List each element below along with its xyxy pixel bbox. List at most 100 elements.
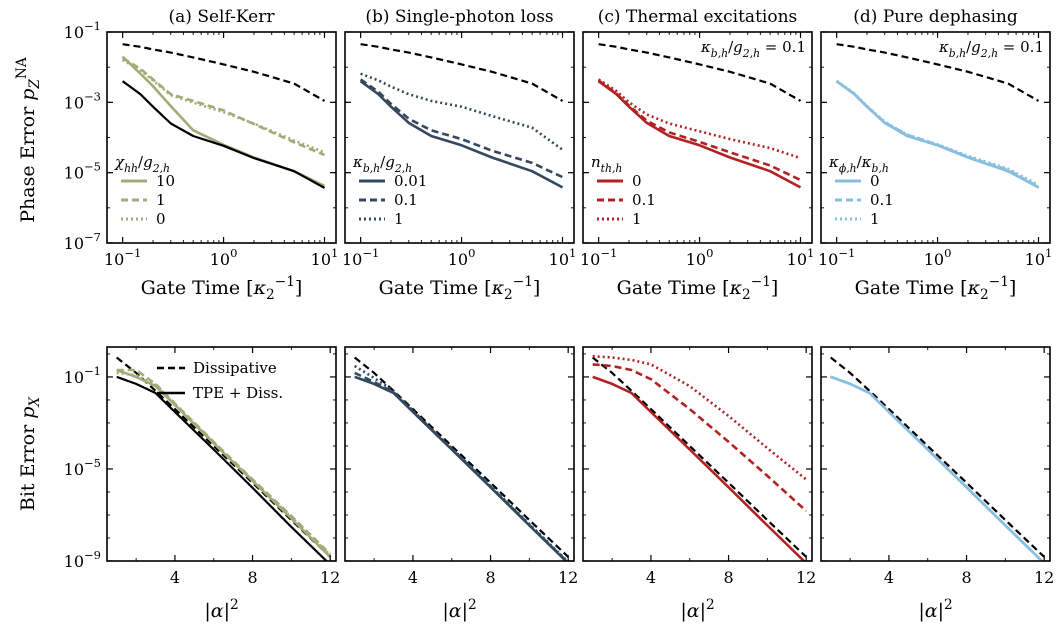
legend-label: 0 bbox=[870, 172, 880, 190]
x-tick-label: 100 bbox=[210, 246, 238, 269]
series-line-single_photon_loss-solid bbox=[354, 375, 568, 561]
legend-title: nth,h bbox=[591, 153, 622, 175]
series-line-1 bbox=[360, 72, 564, 151]
series-line-dephasing-dotted bbox=[830, 375, 1044, 561]
legend-label: 1 bbox=[870, 210, 880, 228]
x-tick-label: 4 bbox=[884, 568, 894, 587]
legend-label: 0 bbox=[632, 172, 642, 190]
series-line-0.1 bbox=[835, 80, 1040, 188]
series-line-0 bbox=[835, 80, 1040, 189]
series-line-TPE + Diss. bbox=[116, 375, 329, 561]
panel-annotation: κb,h/g2,h = 0.1 bbox=[938, 38, 1044, 60]
x-tick-label: 10−1 bbox=[818, 246, 855, 269]
x-axis-label: Gate Time [κ2−1] bbox=[855, 274, 1017, 303]
series-line-black-dashed bbox=[598, 43, 802, 102]
y-tick-label: 10−7 bbox=[64, 230, 101, 253]
x-axis-label: Gate Time [κ2−1] bbox=[141, 274, 303, 303]
panel-title: (c) Thermal excitations bbox=[598, 7, 798, 27]
series-group bbox=[359, 43, 564, 189]
x-tick-label: 8 bbox=[961, 568, 971, 587]
legend-label: 1 bbox=[632, 210, 642, 228]
legend-label: 0.1 bbox=[870, 191, 894, 209]
series-line-thermal-dotted bbox=[592, 354, 808, 481]
y-tick-label: 10−5 bbox=[64, 160, 101, 183]
legend-label: 0.1 bbox=[394, 191, 418, 209]
x-tick-label: 8 bbox=[247, 568, 257, 587]
axes-frame bbox=[344, 346, 575, 562]
series-line-0.1 bbox=[359, 78, 564, 179]
series-line-black-dashed bbox=[122, 43, 326, 102]
series-line-black-dashed bbox=[592, 356, 807, 558]
series-line-self_kerr-dotted bbox=[116, 371, 332, 557]
series-line-dephasing-solid bbox=[830, 375, 1044, 561]
x-axis-label: |α|2 bbox=[680, 597, 714, 622]
x-tick-label: 100 bbox=[448, 246, 476, 269]
series-line-black-dashed bbox=[354, 356, 569, 558]
y-tick-label: 10−1 bbox=[64, 19, 101, 42]
legend-label: 0 bbox=[156, 210, 166, 228]
series-line-thermal-solid bbox=[592, 375, 806, 561]
panel-5: Dissipative TPE + Diss. bbox=[106, 346, 337, 562]
series-group bbox=[830, 356, 1045, 561]
legend-label: 0.01 bbox=[394, 172, 427, 190]
x-tick-label: 4 bbox=[408, 568, 418, 587]
x-axis-label: |α|2 bbox=[442, 597, 476, 622]
x-tick-label: 4 bbox=[646, 568, 656, 587]
y-tick-label: 10−3 bbox=[64, 89, 101, 112]
series-line-black-dashed bbox=[360, 43, 564, 102]
x-tick-label: 4 bbox=[170, 568, 180, 587]
series-line-Dissipative bbox=[116, 356, 331, 558]
series-group bbox=[592, 354, 808, 561]
legend-label: TPE + Diss. bbox=[193, 384, 283, 402]
legend-label: Dissipative bbox=[193, 359, 277, 377]
x-tick-label: 12 bbox=[1034, 568, 1054, 587]
x-tick-label: 101 bbox=[311, 246, 339, 269]
series-group bbox=[354, 356, 569, 561]
x-axis-label: |α|2 bbox=[204, 597, 238, 622]
series-group bbox=[121, 43, 326, 189]
x-tick-label: 101 bbox=[1025, 246, 1053, 269]
series-line-black-dashed bbox=[836, 43, 1040, 102]
panel-2: 0.010.11 bbox=[344, 31, 575, 244]
y-tick-label: 10−9 bbox=[64, 548, 101, 571]
panel-4: 00.11 bbox=[820, 31, 1051, 244]
panel-title: (b) Single-photon loss bbox=[365, 7, 553, 27]
y-axis-label-bottom: Bit Error pX bbox=[17, 396, 43, 511]
x-axis-label: |α|2 bbox=[918, 597, 952, 622]
x-axis-label: Gate Time [κ2−1] bbox=[379, 274, 541, 303]
legend-label: 1 bbox=[394, 210, 404, 228]
series-line-single_photon_loss-dashed bbox=[354, 371, 569, 561]
panel-6 bbox=[344, 346, 575, 562]
legend-label: 0.1 bbox=[632, 191, 656, 209]
series-line-1 bbox=[835, 79, 1040, 187]
legend-title: χhh/g2,h bbox=[114, 153, 170, 175]
series-line-0.01 bbox=[359, 80, 564, 189]
series-group bbox=[597, 43, 802, 189]
x-tick-label: 12 bbox=[320, 568, 340, 587]
panel-title: (a) Self-Kerr bbox=[169, 7, 276, 27]
y-axis-label-top: Phase Error pZNA bbox=[14, 57, 43, 223]
x-tick-label: 8 bbox=[485, 568, 495, 587]
x-tick-label: 10−1 bbox=[580, 246, 617, 269]
x-axis-label: Gate Time [κ2−1] bbox=[617, 274, 779, 303]
series-line-black-dashed bbox=[830, 356, 1045, 558]
series-group bbox=[116, 356, 332, 561]
x-tick-label: 12 bbox=[558, 568, 578, 587]
series-group bbox=[835, 43, 1040, 189]
series-line-0 bbox=[121, 58, 325, 154]
panel-8 bbox=[820, 346, 1051, 562]
series-line-0 bbox=[597, 80, 802, 189]
legend-label: 1 bbox=[156, 191, 166, 209]
x-tick-label: 8 bbox=[723, 568, 733, 587]
x-tick-label: 101 bbox=[787, 246, 815, 269]
axes-frame bbox=[820, 346, 1051, 562]
legend-title: κϕ,h/κb,h bbox=[828, 153, 889, 175]
series-line-black-solid bbox=[121, 80, 326, 189]
series-line-0.1 bbox=[597, 79, 802, 182]
x-tick-label: 101 bbox=[549, 246, 577, 269]
axes-frame bbox=[582, 346, 813, 562]
series-line-single_photon_loss-dotted bbox=[354, 364, 569, 561]
series-line-black-solid bbox=[830, 375, 1044, 561]
legend-title: κb,h/g2,h bbox=[352, 153, 412, 175]
